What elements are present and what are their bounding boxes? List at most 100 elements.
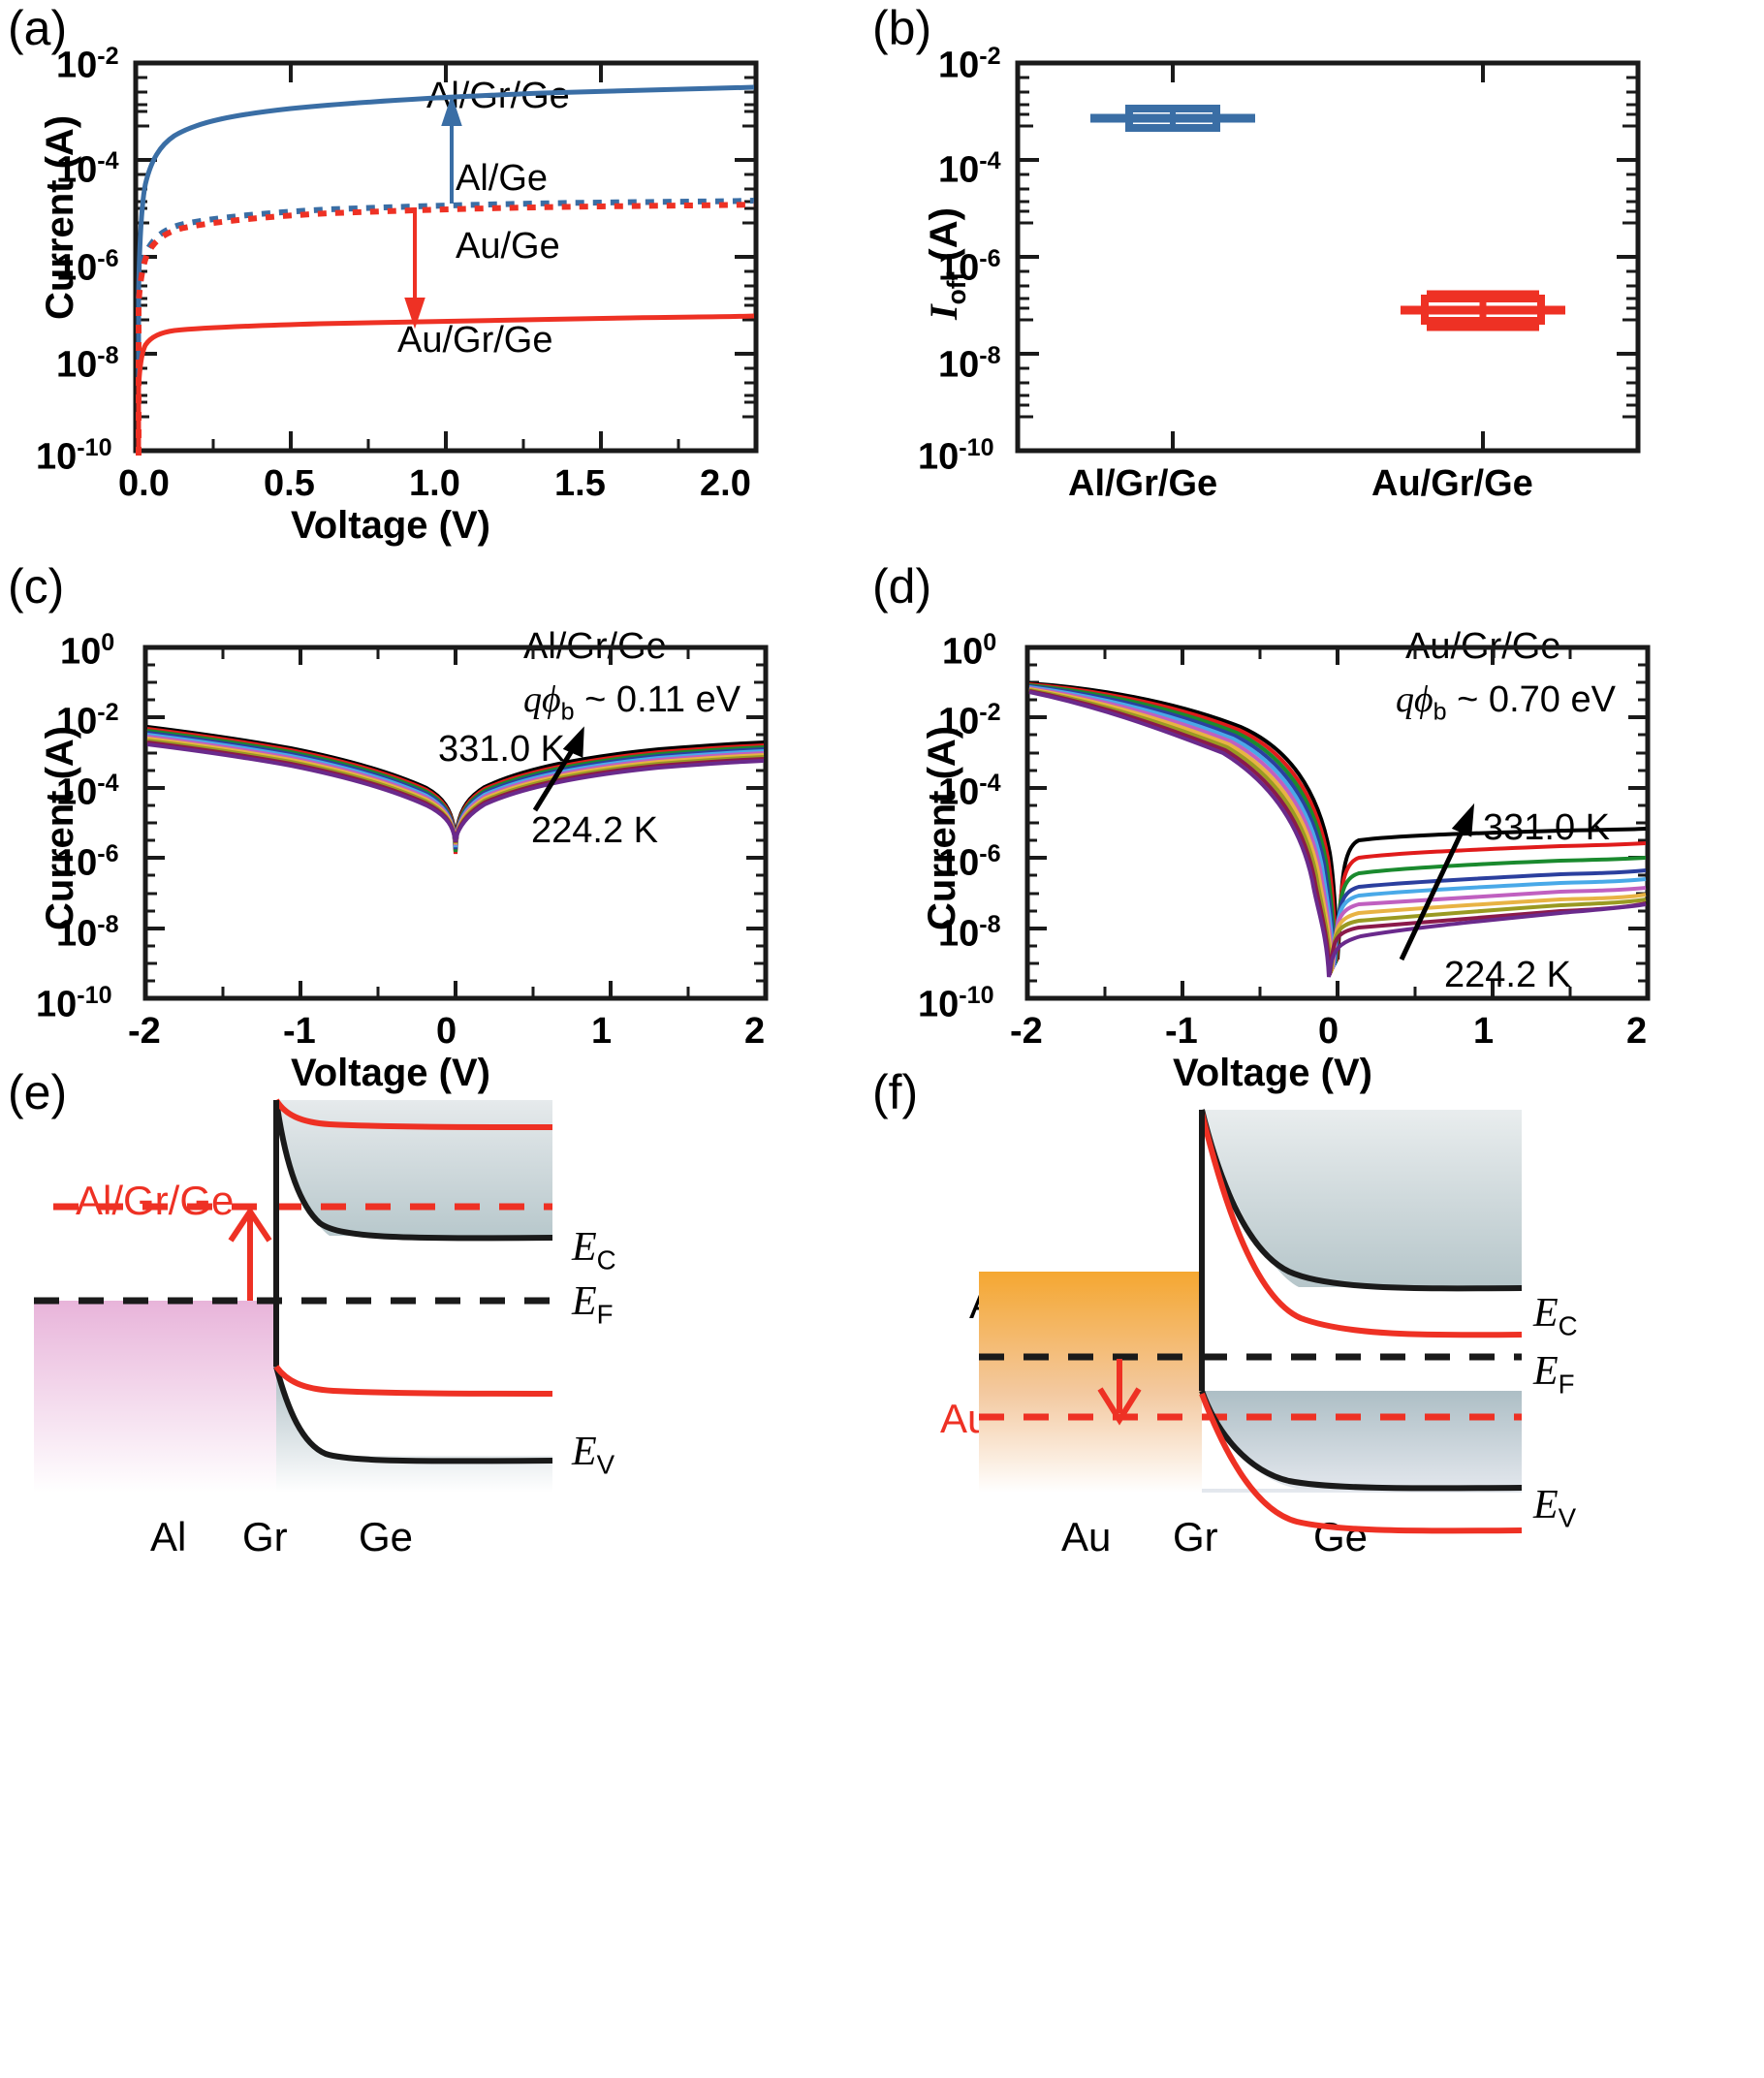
panel-d-plot (1024, 645, 1651, 1001)
panel-e-ec-symbol: E (572, 1225, 597, 1270)
panel-e-ev-black (273, 1366, 553, 1464)
panel-a-ytick-2: 10-6 (56, 245, 119, 289)
panel-f-ec-red (1199, 1112, 1523, 1338)
panel-e-ec-sub: C (596, 1244, 616, 1275)
panel-c-barrier-sub: b (560, 698, 575, 726)
panel-a-curve-label-auge: Au/Ge (456, 226, 560, 267)
panel-e-axis-al: Al (150, 1514, 187, 1559)
panel-e-metal-block (34, 1301, 276, 1493)
panel-c-xlabel: Voltage (V) (291, 1052, 490, 1094)
panel-c: (c) Current (A) 100 10-2 10-4 10-6 10-8 … (0, 543, 882, 1094)
panel-e-diagram (34, 1098, 553, 1493)
panel-d-xtick-3: 1 (1473, 1011, 1495, 1052)
panel-e-red-label: Al/Gr/Ge (76, 1178, 235, 1223)
panel-e-level-ef: EF (572, 1277, 614, 1330)
panel-d-xtick-0: -2 (1010, 1011, 1043, 1052)
panel-f-down-arrow (1097, 1359, 1142, 1426)
curve-al-gr-ge (136, 84, 755, 456)
panel-b-xtick-augrge: Au/Gr/Ge (1371, 463, 1533, 504)
panel-a-xtick-2: 1.0 (409, 463, 460, 504)
panel-b-ytick-2: 10-6 (938, 245, 1001, 289)
panel-c-xtick-4: 2 (744, 1011, 766, 1052)
panel-d-xtick-1: -1 (1165, 1011, 1198, 1052)
panel-c-ytick-0: 100 (60, 629, 115, 673)
panel-d-barrier-sub: b (1433, 698, 1447, 726)
panel-d-barrier-q: q (1396, 679, 1414, 720)
panel-f-ec-symbol: E (1533, 1291, 1559, 1336)
panel-e-ev-symbol: E (572, 1430, 597, 1474)
panel-f-ev-red (1199, 1392, 1523, 1534)
panel-b: (b) Ioff (A) 10-2 10-4 10-6 10-8 10-10 A… (872, 0, 1764, 543)
panel-a-curve-label-alge: Al/Ge (456, 158, 549, 199)
panel-a-plot (133, 60, 759, 456)
panel-f-label: (f) (872, 1065, 919, 1119)
panel-e-ec-black (273, 1099, 553, 1242)
panel-e-ef-symbol: E (572, 1279, 597, 1324)
panel-b-ytick-1: 10-4 (938, 147, 1001, 191)
panel-c-temp-high: 331.0 K (438, 729, 565, 770)
panel-f-ev-black (1199, 1389, 1523, 1492)
panel-d-barrier-label: qϕb ~ 0.70 eV (1396, 678, 1616, 727)
panel-c-ytick-2: 10-4 (56, 770, 119, 813)
panel-d-xtick-2: 0 (1318, 1011, 1339, 1052)
curve-al-ge (136, 198, 755, 456)
panel-a-curve-label-augrge: Au/Gr/Ge (397, 320, 553, 361)
panel-c-barrier-label: qϕb ~ 0.11 eV (523, 678, 740, 727)
panel-c-xtick-3: 1 (591, 1011, 613, 1052)
panel-f-metal-block (979, 1272, 1202, 1493)
panel-e-level-ec: EC (572, 1223, 616, 1275)
panel-e-axis-ge: Ge (359, 1514, 414, 1559)
panel-c-xtick-0: -2 (128, 1011, 161, 1052)
panel-e-up-arrow (228, 1206, 272, 1301)
panel-c-plot (142, 645, 769, 1001)
panel-b-plot (1015, 60, 1641, 454)
panel-f-axis-gr: Gr (1173, 1514, 1218, 1559)
panel-a-xtick-0: 0.0 (118, 463, 170, 504)
panel-e-label: (e) (8, 1065, 68, 1119)
panel-e-ev-sub: V (596, 1449, 615, 1480)
panel-f-level-ec: EC (1533, 1289, 1578, 1341)
panel-f-ef-sub: F (1558, 1369, 1575, 1400)
curve-au-gr-ge (136, 313, 755, 456)
panel-f-level-ef: EF (1533, 1347, 1575, 1400)
panel-f-level-ev: EV (1533, 1481, 1576, 1533)
panel-b-ytick-0: 10-2 (938, 43, 1001, 86)
panel-f: (f) Au/Ge Au/Gr/Ge EC EF EV Au Gr Ge (872, 1056, 1764, 2078)
panel-a-xtick-3: 1.5 (554, 463, 606, 504)
panel-d-ytick-2: 10-4 (938, 770, 1001, 813)
panel-b-ytick-3: 10-8 (938, 342, 1001, 386)
panel-c-temp-low: 224.2 K (531, 810, 658, 851)
panel-d-ytick-3: 10-6 (938, 840, 1001, 884)
panel-b-label: (b) (872, 1, 932, 55)
panel-f-axis-ge: Ge (1313, 1514, 1369, 1559)
panel-a: (a) Current (A) 10-2 10-4 10-6 10-8 10-1… (0, 0, 882, 547)
panel-c-ytick-5: 10-10 (36, 982, 112, 1025)
panel-f-ev-sub: V (1558, 1502, 1577, 1533)
panel-f-diagram (979, 1109, 1523, 1534)
panel-c-ytick-4: 10-8 (56, 911, 119, 955)
panel-a-label: (a) (8, 1, 68, 55)
panel-d-temp-low: 224.2 K (1444, 955, 1571, 995)
panel-e-ev-red (273, 1365, 553, 1397)
panel-c-xtick-1: -1 (283, 1011, 316, 1052)
boxplot-au-gr-ge (1401, 290, 1565, 331)
panel-f-ec-sub: C (1558, 1310, 1578, 1341)
panel-e-ef-sub: F (596, 1299, 614, 1330)
panel-a-red-arrow (404, 207, 425, 330)
panel-a-ytick-1: 10-4 (56, 147, 119, 191)
panel-d-barrier-value: ~ 0.70 eV (1446, 679, 1616, 720)
panel-a-ytick-0: 10-2 (56, 43, 119, 86)
panel-c-ytick-3: 10-6 (56, 840, 119, 884)
panel-c-label: (c) (8, 559, 65, 614)
panel-b-ytick-4: 10-10 (918, 434, 994, 478)
panel-a-blue-arrow (441, 94, 462, 204)
curve-au-ge (136, 202, 755, 456)
panel-d-xlabel: Voltage (V) (1173, 1052, 1372, 1094)
panel-e-axis-gr: Gr (242, 1514, 288, 1559)
panel-d-temp-arrow (1399, 803, 1475, 961)
panel-e-valence-shade (276, 1367, 552, 1493)
panel-a-xtick-1: 0.5 (264, 463, 315, 504)
panel-e: (e) Al/Gr/Ge Al/Ge EC EF EV Al Gr Ge (0, 1056, 882, 2078)
panel-a-ytick-3: 10-8 (56, 342, 119, 386)
boxplot-al-gr-ge (1090, 105, 1255, 132)
